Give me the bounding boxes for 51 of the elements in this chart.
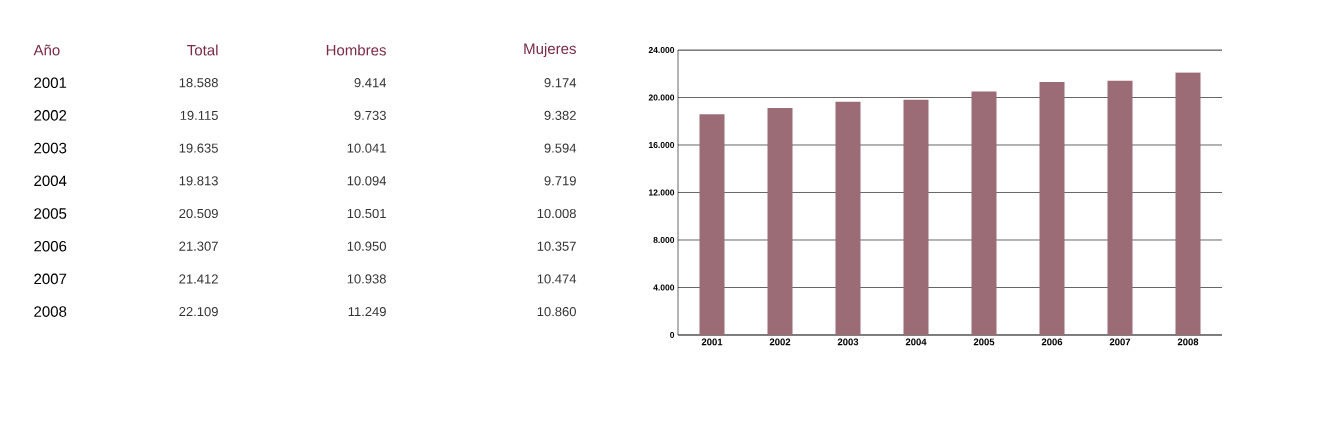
text: 10.938: [347, 274, 386, 284]
text: 18.588: [179, 78, 218, 88]
text: 19.635: [179, 143, 218, 153]
text: 10.474: [537, 274, 577, 284]
text: 9.733: [354, 110, 386, 120]
text: 9.414: [354, 78, 387, 88]
text: 10.094: [347, 176, 387, 186]
y-tick-label: 20.000: [648, 94, 675, 101]
x-tick-label: 2006: [1041, 338, 1063, 346]
category-label: 2003: [34, 142, 67, 154]
text: 9.174: [544, 78, 577, 88]
text: Total: [187, 44, 218, 56]
text: 10.357: [537, 241, 576, 251]
text: 9.594: [544, 143, 577, 153]
text: 21.307: [179, 241, 218, 251]
text: 10.041: [347, 143, 386, 153]
text: Mujeres: [524, 43, 576, 57]
text: 9.719: [544, 176, 576, 186]
text: 20.509: [179, 208, 218, 219]
text: 19.115: [180, 110, 218, 120]
text: 10.950: [347, 241, 386, 251]
y-tick-label: 8.000: [653, 237, 675, 243]
category-label: 2004: [34, 175, 67, 187]
x-tick-label: 2008: [1177, 338, 1199, 346]
text: 10.860: [537, 306, 576, 317]
x-tick-label: 2007: [1109, 338, 1131, 346]
text: 10.008: [537, 208, 576, 219]
x-tick-label: 2002: [769, 338, 791, 346]
category-label: 2008: [34, 306, 67, 317]
text: Hombres: [326, 44, 386, 56]
y-tick-label: 12.000: [649, 189, 675, 196]
text: 22.109: [179, 306, 218, 317]
x-tick-label: 2004: [905, 338, 927, 346]
y-tick-label: 0: [670, 332, 675, 338]
text: 19.813: [179, 176, 218, 186]
category-label: 2005: [34, 208, 67, 219]
x-tick-label: 2003: [837, 338, 859, 346]
text: Año: [33, 44, 60, 56]
y-tick-label: 16.000: [649, 142, 675, 148]
y-tick-label: 24.000: [648, 47, 675, 53]
text: 21.412: [179, 274, 218, 284]
x-tick-label: 2001: [701, 338, 723, 346]
text: 9.382: [544, 110, 576, 120]
category-label: 2002: [34, 110, 67, 121]
x-tick-label: 2005: [973, 338, 995, 346]
y-tick-label: 4.000: [653, 284, 675, 291]
category-label: 2007: [34, 273, 67, 285]
text: 10.501: [347, 208, 386, 219]
category-label: 2006: [34, 240, 67, 252]
category-label: 2001: [34, 77, 67, 88]
text: 11.249: [348, 306, 386, 317]
